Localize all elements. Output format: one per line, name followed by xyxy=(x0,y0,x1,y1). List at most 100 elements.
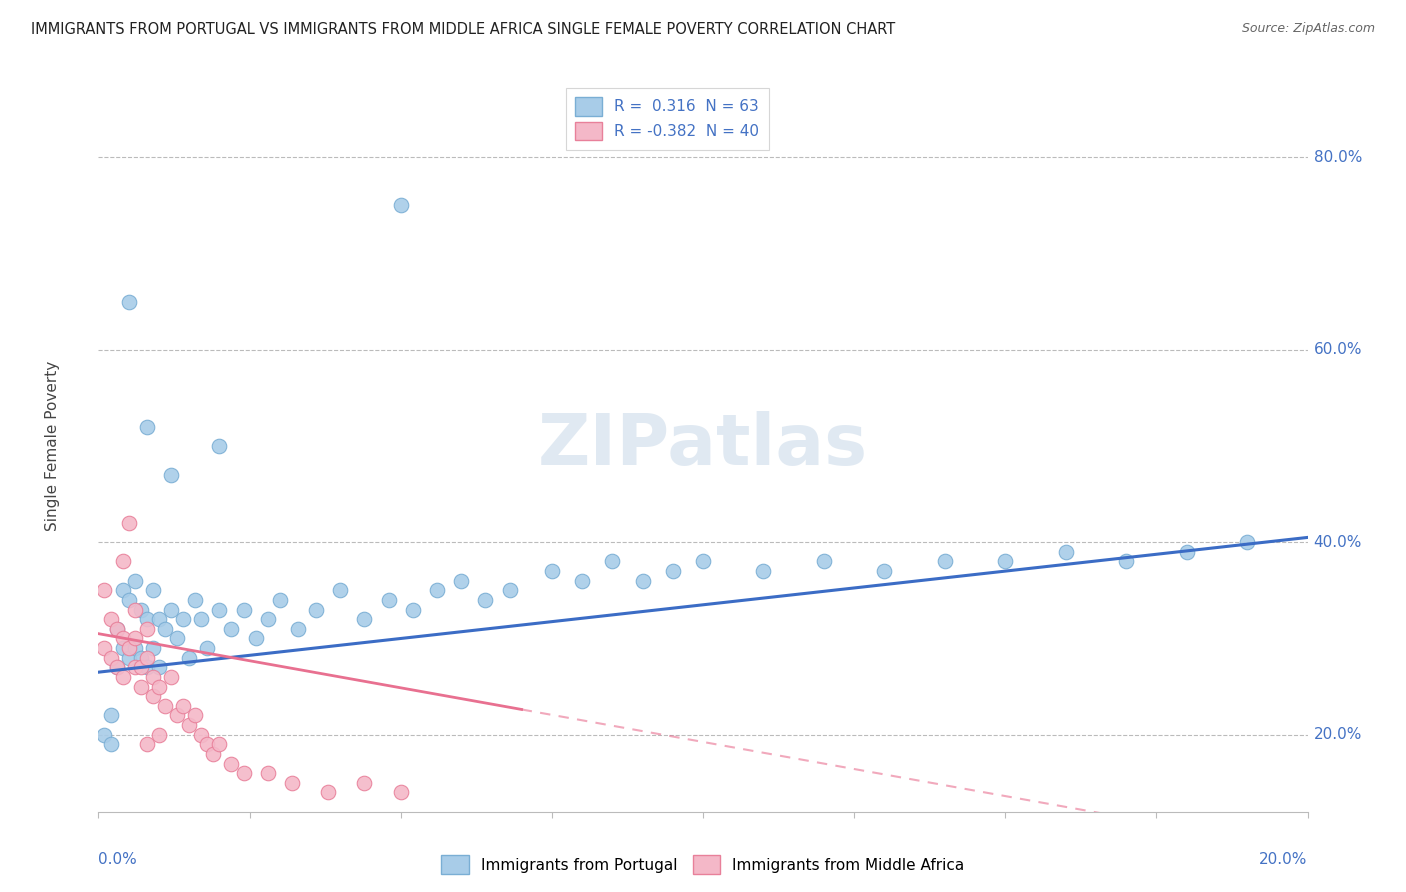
Point xyxy=(934,554,956,568)
Text: 40.0%: 40.0% xyxy=(1313,534,1362,549)
Point xyxy=(631,574,654,588)
Legend: R =  0.316  N = 63, R = -0.382  N = 40: R = 0.316 N = 63, R = -0.382 N = 40 xyxy=(565,88,769,150)
Point xyxy=(208,737,231,751)
Point xyxy=(474,593,496,607)
Point xyxy=(135,660,157,674)
Point xyxy=(450,574,472,588)
Point xyxy=(93,583,115,598)
Text: Source: ZipAtlas.com: Source: ZipAtlas.com xyxy=(1241,22,1375,36)
Point xyxy=(124,632,146,646)
Point xyxy=(129,660,152,674)
Point xyxy=(281,776,304,790)
Point xyxy=(873,564,896,578)
Point xyxy=(402,602,425,616)
Point xyxy=(329,583,352,598)
Point xyxy=(269,593,291,607)
Point xyxy=(160,602,183,616)
Point xyxy=(135,622,157,636)
Point xyxy=(221,756,243,771)
Point xyxy=(661,564,683,578)
Point xyxy=(1236,535,1258,549)
Point xyxy=(129,650,152,665)
Point xyxy=(105,660,128,674)
Point xyxy=(179,718,201,732)
Point xyxy=(389,785,412,799)
Point xyxy=(135,419,157,434)
Point xyxy=(602,554,624,568)
Point xyxy=(105,622,128,636)
Text: 0.0%: 0.0% xyxy=(98,852,138,867)
Text: 80.0%: 80.0% xyxy=(1313,150,1362,165)
Point xyxy=(93,641,115,656)
Point xyxy=(160,467,183,482)
Point xyxy=(148,680,170,694)
Point xyxy=(142,690,165,704)
Point xyxy=(142,583,165,598)
Point xyxy=(1175,545,1198,559)
Point xyxy=(153,698,176,713)
Point xyxy=(195,641,218,656)
Point xyxy=(111,554,134,568)
Point xyxy=(571,574,593,588)
Point xyxy=(540,564,562,578)
Point xyxy=(232,766,254,780)
Point xyxy=(232,602,254,616)
Point xyxy=(1115,554,1137,568)
Point xyxy=(377,593,399,607)
Point xyxy=(172,612,194,626)
Point xyxy=(111,641,134,656)
Point xyxy=(148,728,170,742)
Point xyxy=(195,737,218,751)
Text: 20.0%: 20.0% xyxy=(1313,727,1362,742)
Point xyxy=(305,602,328,616)
Point xyxy=(184,708,207,723)
Point xyxy=(994,554,1017,568)
Point xyxy=(752,564,775,578)
Point xyxy=(124,602,146,616)
Point xyxy=(124,641,146,656)
Point xyxy=(179,650,201,665)
Point xyxy=(111,583,134,598)
Point xyxy=(100,737,122,751)
Point xyxy=(184,593,207,607)
Point xyxy=(426,583,449,598)
Point xyxy=(1054,545,1077,559)
Point xyxy=(118,516,141,530)
Point xyxy=(135,737,157,751)
Point xyxy=(111,632,134,646)
Point xyxy=(190,612,212,626)
Text: 60.0%: 60.0% xyxy=(1313,343,1362,358)
Point xyxy=(389,198,412,212)
Point xyxy=(245,632,267,646)
Point xyxy=(153,622,176,636)
Point xyxy=(142,670,165,684)
Point xyxy=(208,439,231,453)
Point xyxy=(118,641,141,656)
Point xyxy=(111,670,134,684)
Point xyxy=(105,660,128,674)
Point xyxy=(172,698,194,713)
Point xyxy=(135,612,157,626)
Point xyxy=(160,670,183,684)
Text: 20.0%: 20.0% xyxy=(1260,852,1308,867)
Point xyxy=(135,650,157,665)
Point xyxy=(148,612,170,626)
Point xyxy=(498,583,520,598)
Point xyxy=(202,747,225,761)
Legend: Immigrants from Portugal, Immigrants from Middle Africa: Immigrants from Portugal, Immigrants fro… xyxy=(434,849,972,880)
Point xyxy=(118,593,141,607)
Point xyxy=(100,650,122,665)
Point xyxy=(129,680,152,694)
Point xyxy=(118,650,141,665)
Point xyxy=(353,612,375,626)
Point xyxy=(166,708,188,723)
Point xyxy=(256,612,278,626)
Point xyxy=(93,728,115,742)
Text: Single Female Poverty: Single Female Poverty xyxy=(45,361,60,531)
Point xyxy=(190,728,212,742)
Point xyxy=(166,632,188,646)
Point xyxy=(142,641,165,656)
Point xyxy=(813,554,835,568)
Point xyxy=(256,766,278,780)
Point xyxy=(353,776,375,790)
